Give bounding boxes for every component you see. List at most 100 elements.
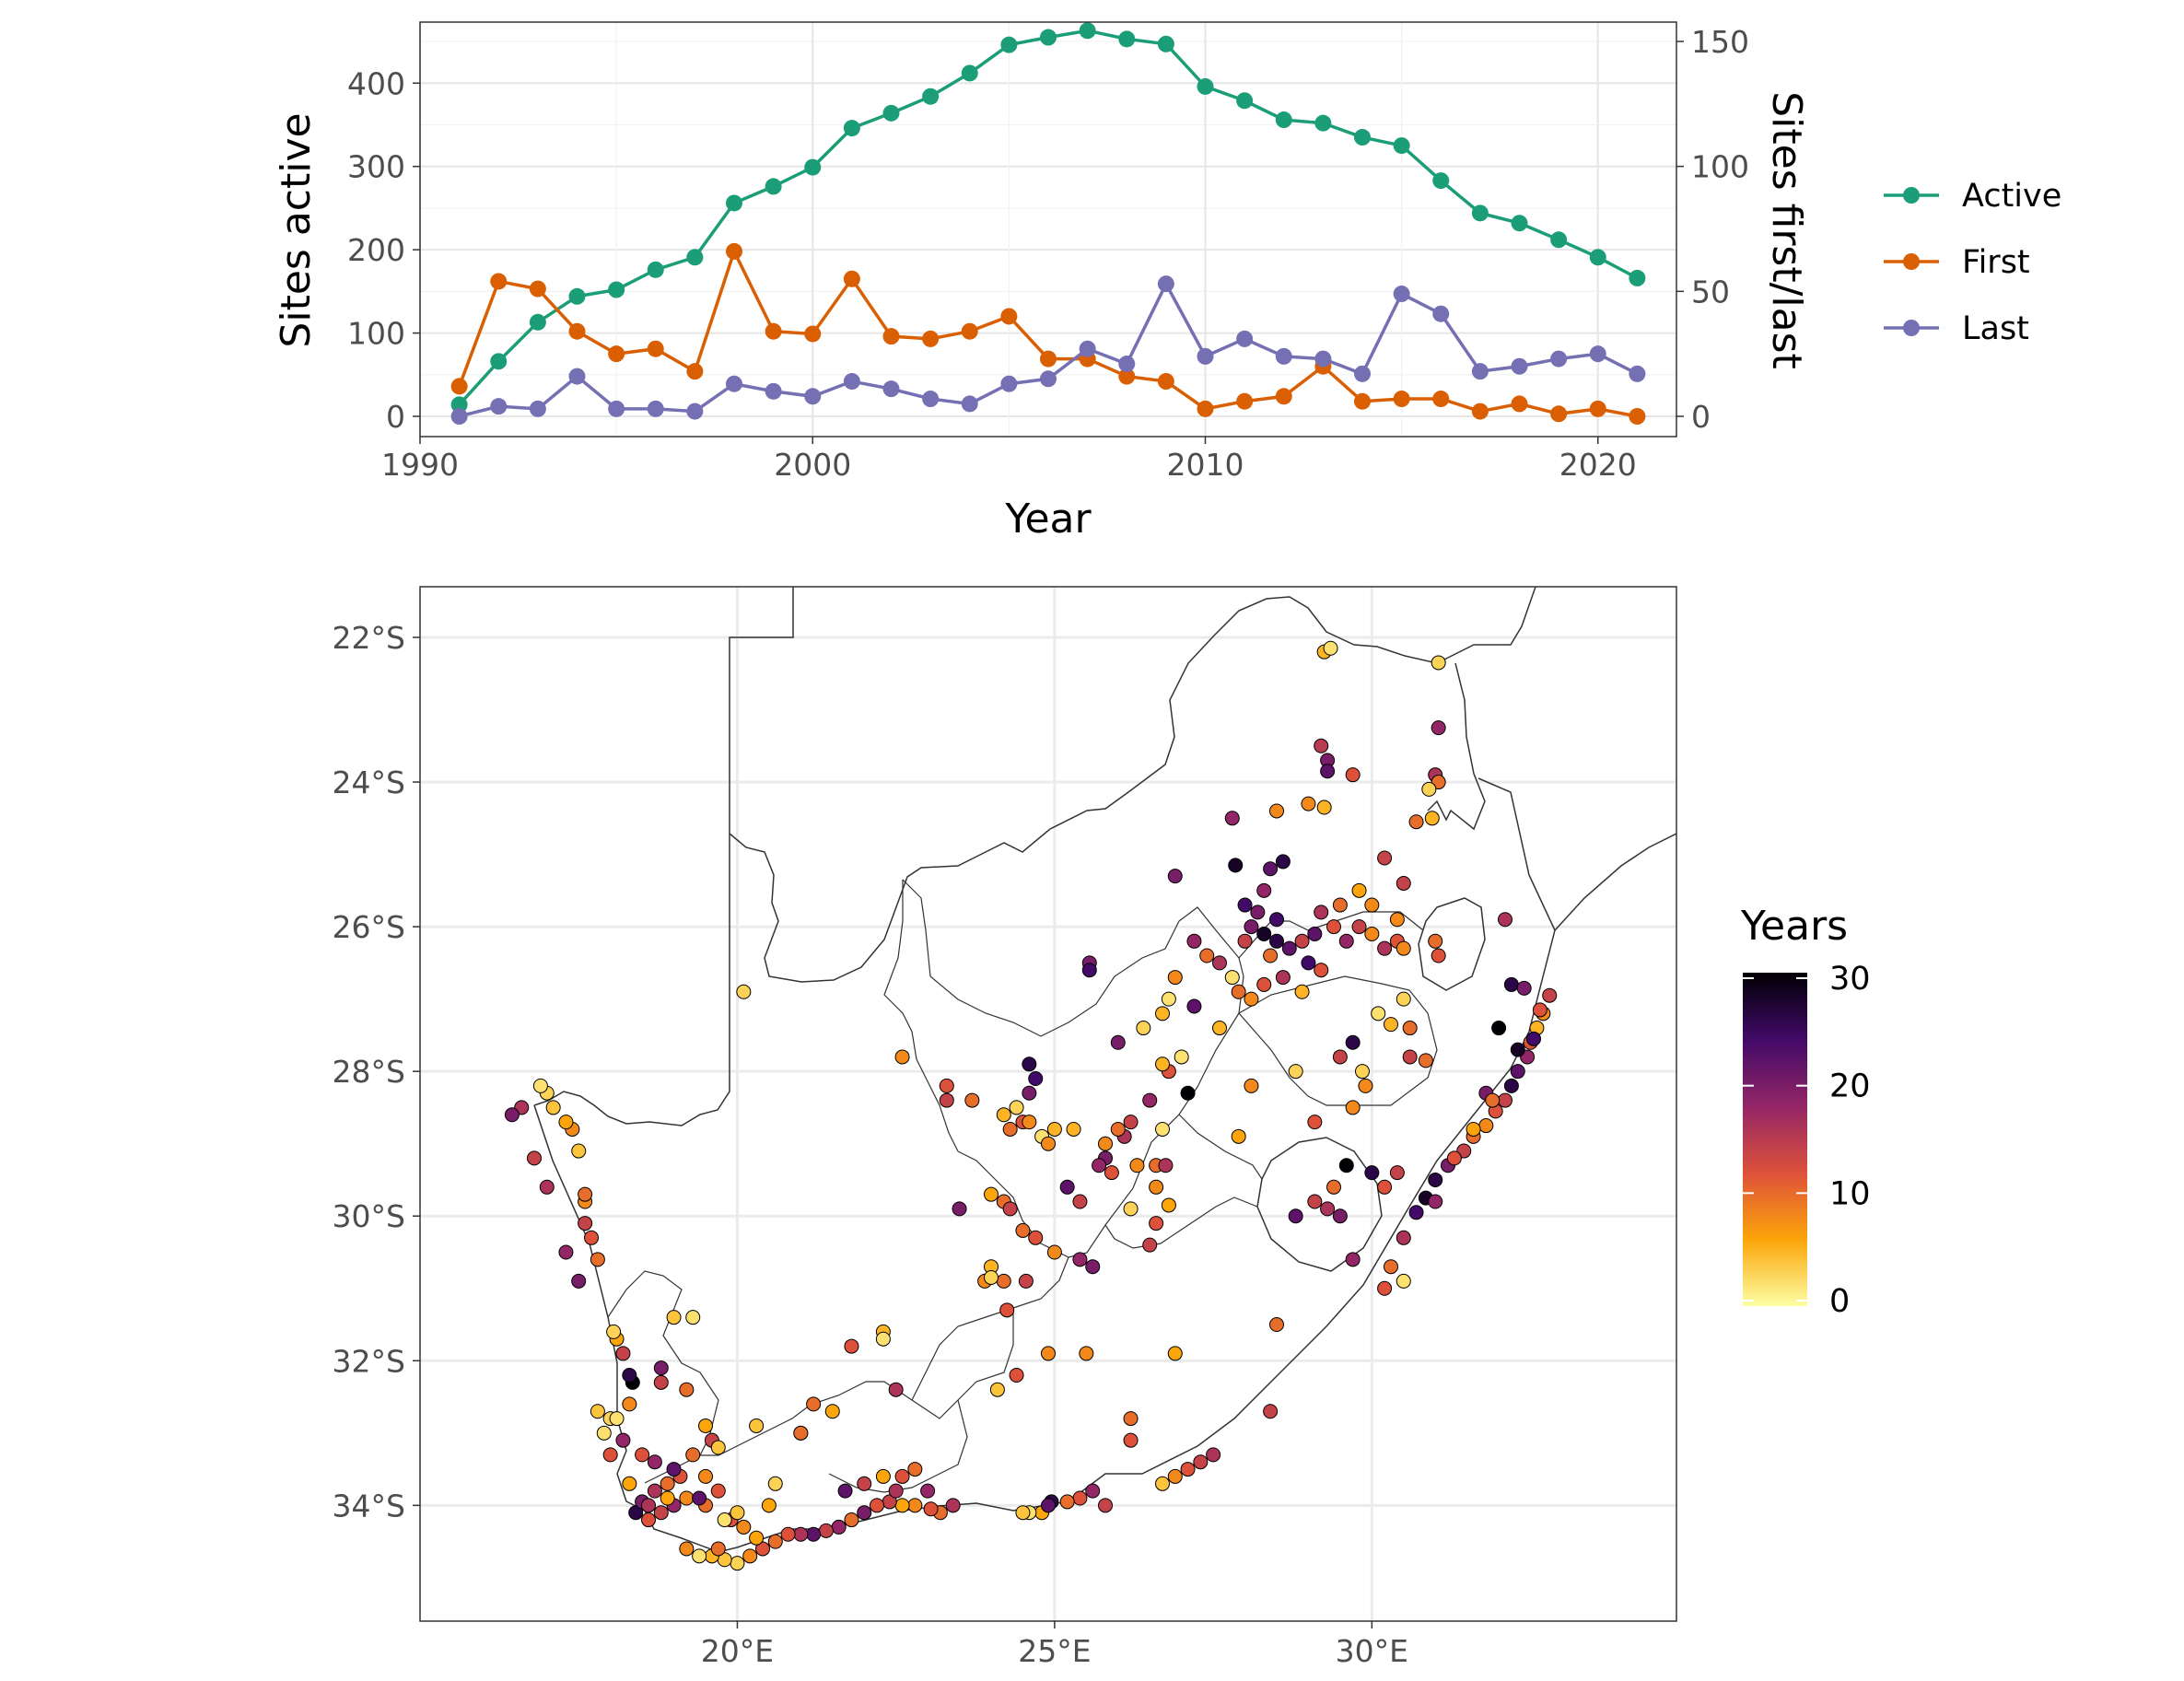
series-point-active [726,194,742,212]
series-point-active [1354,129,1371,146]
site-point [894,1049,910,1065]
site-point [602,1447,618,1463]
mozambique-coast [1477,777,1676,932]
site-point [1092,1158,1107,1173]
site-point [1244,1078,1259,1093]
series-point-active [1040,29,1057,46]
site-point [1491,1021,1507,1036]
years-legend-title: Years [1740,903,1848,950]
years-colorbar-ticks: 0 10 20 30 [1743,961,1871,1320]
site-point [1371,1006,1386,1021]
site-point [1326,919,1341,935]
site-point [1263,1404,1279,1419]
site-point [1231,1128,1246,1144]
series-point-first [1589,400,1606,417]
x-axis-tick-label: 2020 [1559,447,1637,483]
site-point [837,1483,853,1499]
series-point-last [922,391,940,408]
site-point [1180,1462,1196,1477]
site-point [1046,1244,1062,1260]
site-point [1009,1100,1024,1115]
site-point [1256,926,1272,941]
site-point [1015,1505,1031,1521]
series-point-active [1629,269,1646,286]
series-point-first [961,322,978,340]
site-point [749,1530,765,1546]
map-x-tick-label: 20°E [701,1633,774,1669]
site-point [1269,933,1284,949]
series-point-active [686,249,704,266]
site-point [1028,1071,1044,1087]
site-point [1167,869,1183,884]
site-point [818,1523,834,1538]
site-point [1431,655,1446,671]
site-point [730,1505,745,1521]
series-point-last [529,400,546,417]
series-point-last [1471,363,1489,380]
site-point [1345,1100,1361,1115]
site-point [710,1440,726,1455]
site-point [1041,1498,1056,1513]
site-point [1384,1017,1398,1033]
series-point-active [922,88,940,105]
series-point-first [608,345,625,363]
site-point [710,1541,726,1557]
site-point [1408,814,1424,830]
site-point [1377,940,1393,956]
series-point-first [882,328,900,345]
site-point [1155,1056,1170,1072]
site-point [1314,963,1329,978]
site-point [1316,800,1332,815]
series-point-first [529,280,546,298]
site-point [1446,1150,1462,1166]
site-point [984,1186,999,1202]
series-point-first [490,273,508,290]
timeseries-axes: 1990 2000 2010 2020 0 100 200 300 400 0 50 100 150 [347,24,1749,483]
site-point [1244,919,1259,935]
site-point [857,1476,872,1491]
site-point [999,1302,1015,1318]
site-point [1081,963,1097,978]
site-point [1281,940,1297,956]
eswatini-border [1418,897,1486,991]
map-y-tick-label: 26°S [333,909,405,945]
site-point [1402,1021,1418,1036]
site-point [1167,1346,1183,1361]
site-point [1104,1165,1119,1181]
site-point [606,1324,622,1339]
site-point [1046,1121,1062,1137]
site-point [1250,905,1266,920]
site-point [1526,1031,1541,1046]
site-point [1364,897,1380,913]
site-point [571,1143,587,1159]
series-point-last [1511,357,1528,375]
site-point [1180,1085,1196,1101]
site-point [1167,1468,1183,1484]
series-point-first [1000,308,1018,325]
site-point [1136,1021,1151,1036]
series-point-active [647,261,664,278]
series-point-first [1275,388,1292,405]
site-point [1256,882,1272,898]
map-y-tick-label: 22°S [333,620,405,656]
series-point-first [1432,391,1450,408]
map-panel: 20°E 25°E 30°E 22°S 24°S 26°S 28°S 30°S 32°S 34°S [333,586,1677,1669]
site-point [1212,1021,1227,1036]
series-point-first [922,330,940,347]
site-point [831,1519,847,1535]
map-y-tick-label: 30°S [333,1198,405,1234]
map-x-tick-label: 25°E [1018,1633,1091,1669]
site-point [1418,1053,1433,1068]
site-point [755,1541,770,1557]
site-point [1428,1194,1443,1209]
site-point [1396,875,1411,891]
y-axis-title-left: Sites active [273,112,320,347]
map-y-tick-label: 32°S [333,1343,405,1379]
series-point-active [529,313,546,331]
site-point [698,1468,713,1484]
site-point [806,1396,822,1412]
site-point [1041,1346,1056,1361]
series-point-last [882,380,900,398]
series-point-last [1629,365,1646,382]
site-point [1314,738,1329,753]
